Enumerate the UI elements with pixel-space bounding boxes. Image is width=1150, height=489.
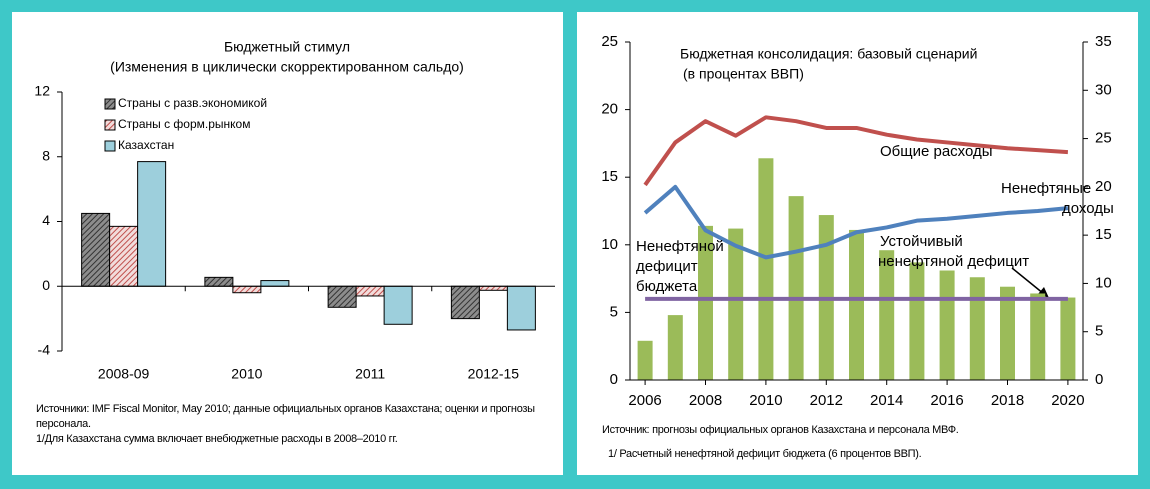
bar	[109, 225, 139, 287]
x-tick-label: 2008-09	[98, 366, 150, 382]
y2-tick-label: 20	[1095, 178, 1112, 195]
y-tick-label: 25	[601, 33, 618, 50]
bar	[728, 228, 744, 380]
y-tick-label: 8	[42, 147, 50, 163]
bar	[478, 285, 508, 291]
y-tick-label: 20	[601, 101, 618, 118]
bar	[506, 285, 536, 331]
bar	[260, 280, 290, 287]
footnote: 1/Для Казахстана сумма включает внебюдже…	[36, 433, 398, 445]
annotation: Устойчивый	[880, 233, 963, 250]
y-tick-label: 4	[42, 212, 50, 228]
chart-title: Бюджетная консолидация: базовый сценарий	[680, 46, 977, 62]
annotation: Общие расходы	[880, 143, 993, 160]
y2-tick-label: 15	[1095, 226, 1112, 243]
y2-tick-label: 10	[1095, 274, 1112, 291]
annotation: ненефтяной дефицит	[878, 253, 1029, 270]
bar	[909, 262, 925, 380]
y-tick-label: 0	[610, 371, 618, 388]
legend-label: Казахстан	[118, 138, 174, 152]
arrow-head	[1038, 287, 1049, 298]
annotation: Ненефтяные	[1001, 180, 1091, 197]
y-tick-label: 10	[601, 236, 618, 253]
line	[643, 115, 1069, 187]
bar	[327, 285, 357, 308]
arrow	[1011, 267, 1045, 295]
x-tick-label: 2010	[749, 392, 782, 409]
legend-swatch	[104, 98, 116, 110]
bar	[637, 340, 653, 380]
legend-swatch	[104, 119, 116, 131]
y-tick-label: -4	[38, 342, 51, 358]
bar	[788, 196, 804, 380]
chart-subtitle: (Изменения в циклически скорректированно…	[110, 59, 464, 75]
bar	[450, 285, 480, 320]
bar	[667, 315, 683, 380]
chart-title: Бюджетный стимул	[224, 39, 350, 55]
annotation: бюджета	[636, 278, 698, 295]
bar	[1000, 286, 1015, 380]
bar	[81, 212, 111, 287]
annotation: Ненефтяной	[636, 238, 724, 255]
x-tick-label: 2008	[689, 392, 722, 409]
bar	[355, 285, 385, 297]
bar	[1060, 297, 1076, 380]
x-tick-label: 2014	[870, 392, 903, 409]
x-tick-label: 2018	[991, 392, 1024, 409]
footnote: 1/ Расчетный ненефтяной дефицит бюджета …	[608, 448, 922, 460]
y-tick-label: 0	[42, 277, 50, 293]
x-tick-label: 2016	[930, 392, 963, 409]
y-tick-label: 5	[610, 303, 618, 320]
y2-tick-label: 0	[1095, 371, 1103, 388]
source-note: Источник: прогнозы официальных органов К…	[602, 424, 959, 436]
bar	[698, 225, 713, 380]
bar	[137, 161, 167, 287]
bar	[879, 250, 895, 380]
annotation: дефицит	[636, 258, 698, 275]
legend-label: Страны с форм.рынком	[118, 117, 250, 131]
x-tick-label: 2020	[1051, 392, 1084, 409]
bar	[969, 277, 985, 380]
y-tick-label: 15	[601, 168, 618, 185]
y2-tick-label: 30	[1095, 81, 1112, 98]
source-note: Источники: IMF Fiscal Monitor, May 2010;…	[36, 403, 535, 430]
line	[643, 184, 1069, 260]
x-tick-label: 2011	[355, 366, 385, 382]
bar	[383, 285, 413, 325]
y2-tick-label: 5	[1095, 323, 1103, 340]
y-tick-label: 12	[34, 83, 50, 99]
bar	[232, 285, 262, 294]
x-tick-label: 2006	[628, 392, 661, 409]
annotation: доходы	[1062, 200, 1114, 217]
x-tick-label: 2012	[810, 392, 843, 409]
bar	[849, 229, 864, 380]
x-tick-label: 2010	[231, 366, 262, 382]
bar	[939, 270, 955, 380]
y2-tick-label: 35	[1095, 33, 1112, 50]
bar	[758, 158, 774, 380]
x-tick-label: 2012-15	[468, 366, 520, 382]
bar	[204, 276, 234, 287]
bar	[1030, 293, 1046, 380]
chart-subtitle: (в процентах ВВП)	[683, 66, 804, 82]
y2-tick-label: 25	[1095, 130, 1112, 147]
legend-label: Страны с разв.экономикой	[118, 96, 267, 110]
legend-swatch	[104, 140, 116, 152]
